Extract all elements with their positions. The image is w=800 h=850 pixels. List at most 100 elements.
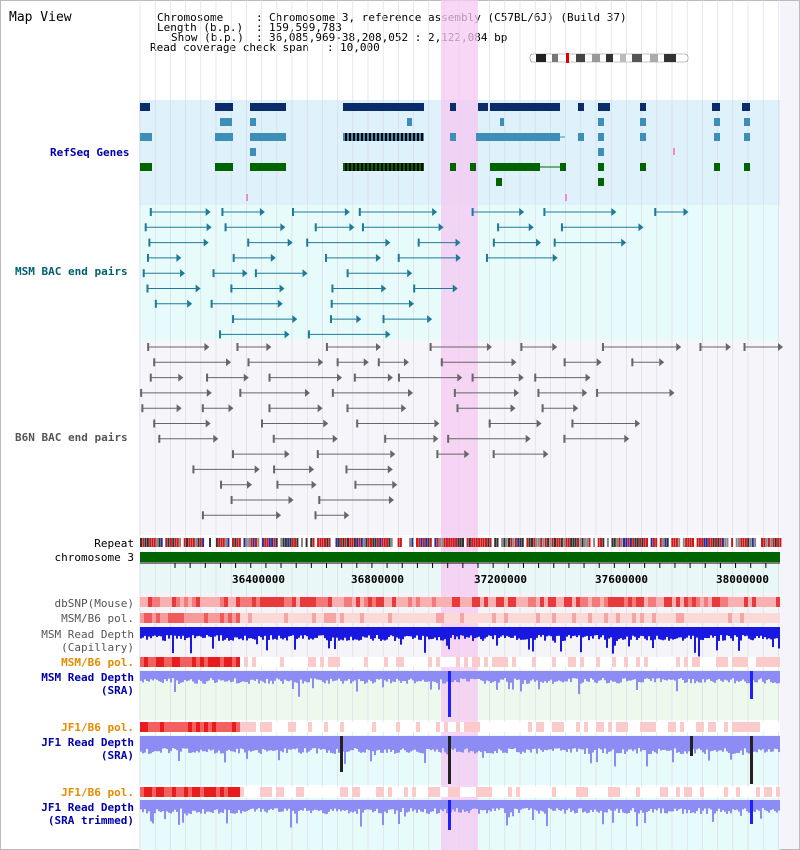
chromosome-bar[interactable]: [140, 552, 780, 562]
heat-cell: [624, 613, 628, 623]
heat-cell: [240, 613, 244, 623]
heat-cell: [744, 722, 748, 732]
gene-exon: [373, 163, 375, 171]
depth-bar: [478, 627, 480, 637]
bac-end: [331, 284, 334, 293]
repeat-element: [305, 538, 308, 547]
depth-bar: [610, 627, 612, 638]
depth-bar: [736, 627, 738, 637]
depth-bar: [288, 800, 290, 809]
repeat-element: [416, 538, 418, 547]
depth-bar: [264, 671, 266, 684]
heat-cell: [380, 597, 384, 607]
bac-end: [382, 315, 385, 324]
repeat-element: [756, 538, 759, 547]
heat-cell: [148, 613, 152, 623]
depth-bar: [444, 627, 446, 640]
heat-cell: [524, 787, 528, 797]
heat-cell: [260, 787, 264, 797]
depth-bar: [344, 736, 346, 764]
repeat-element: [252, 538, 255, 547]
depth-bar: [248, 736, 250, 751]
heat-cell: [660, 597, 664, 607]
depth-bar: [676, 627, 678, 639]
depth-bar: [268, 671, 270, 684]
heat-cell: [444, 613, 448, 623]
depth-bar: [776, 736, 778, 750]
depth-bar: [496, 800, 498, 809]
repeat-element: [740, 538, 743, 547]
repeat-element: [163, 538, 165, 547]
depth-bar: [540, 627, 542, 637]
depth-bar: [350, 736, 352, 751]
heat-cell: [440, 613, 444, 623]
jf1-read-depth-sra-sub: (SRA): [100, 749, 134, 762]
refseq-genes-track[interactable]: [140, 103, 750, 201]
depth-bar: [758, 627, 760, 639]
depth-bar: [258, 800, 260, 809]
depth-bar: [322, 627, 324, 636]
depth-bar: [402, 671, 404, 682]
depth-bar: [616, 671, 618, 684]
b6n-bac-end-pairs-track[interactable]: [140, 343, 783, 520]
heat-cell: [596, 657, 600, 667]
depth-bar: [672, 800, 674, 812]
depth-bar: [636, 671, 638, 690]
depth-bar: [774, 800, 776, 812]
bac-end: [220, 480, 223, 489]
depth-bar: [252, 671, 254, 680]
read-depth-tracks[interactable]: [140, 627, 780, 830]
msm-b6-pol-label-2: MSM/B6 pol.: [61, 656, 134, 669]
repeat-element: [692, 538, 694, 547]
repeat-element: [514, 538, 517, 547]
depth-bar: [612, 800, 614, 823]
bac-end-arrow: [536, 419, 542, 428]
depth-bar: [754, 736, 756, 752]
heat-cell: [164, 613, 168, 623]
bac-end-arrow: [279, 284, 285, 293]
depth-bar: [668, 627, 670, 641]
heat-cell: [520, 787, 524, 797]
heat-cell: [352, 787, 356, 797]
depth-bar: [156, 800, 158, 810]
heat-cell: [560, 787, 564, 797]
heat-cell: [208, 657, 212, 667]
heat-cell: [632, 657, 636, 667]
heat-cell: [672, 613, 676, 623]
msm-bac-end-pairs-track[interactable]: [142, 208, 689, 339]
repeat-element: [349, 538, 352, 547]
depth-bar: [592, 627, 594, 639]
bac-end-arrow: [676, 343, 682, 351]
repeat-track[interactable]: [140, 538, 782, 547]
heat-cell: [628, 613, 632, 623]
depth-bar: [418, 627, 420, 640]
repeat-element: [574, 538, 577, 547]
depth-bar: [140, 736, 142, 752]
depth-bar: [652, 800, 654, 813]
depth-bar: [400, 736, 402, 750]
depth-bar: [426, 736, 428, 749]
depth-bar: [366, 671, 368, 683]
depth-bar: [626, 671, 628, 682]
depth-bar: [468, 671, 470, 682]
depth-bar: [712, 627, 714, 638]
depth-bar: [630, 627, 632, 640]
bac-end: [158, 434, 161, 443]
msm-b6-pol-label-1: MSM/B6 pol.: [61, 612, 134, 625]
depth-bar: [304, 800, 306, 809]
heat-cell: [164, 597, 168, 607]
depth-bar: [184, 627, 186, 641]
heat-cell: [312, 722, 316, 732]
bac-end-arrow: [356, 315, 362, 324]
depth-bar: [714, 800, 716, 814]
polymorphism-heat-tracks[interactable]: [140, 597, 780, 797]
depth-bar: [282, 736, 284, 753]
chromosome-ideogram[interactable]: [529, 53, 689, 63]
heat-cell: [360, 722, 364, 732]
highlight-region[interactable]: [441, 0, 478, 850]
repeat-element: [330, 538, 333, 547]
heat-cell: [216, 657, 220, 667]
depth-bar: [192, 671, 194, 682]
heat-cell: [644, 613, 648, 623]
